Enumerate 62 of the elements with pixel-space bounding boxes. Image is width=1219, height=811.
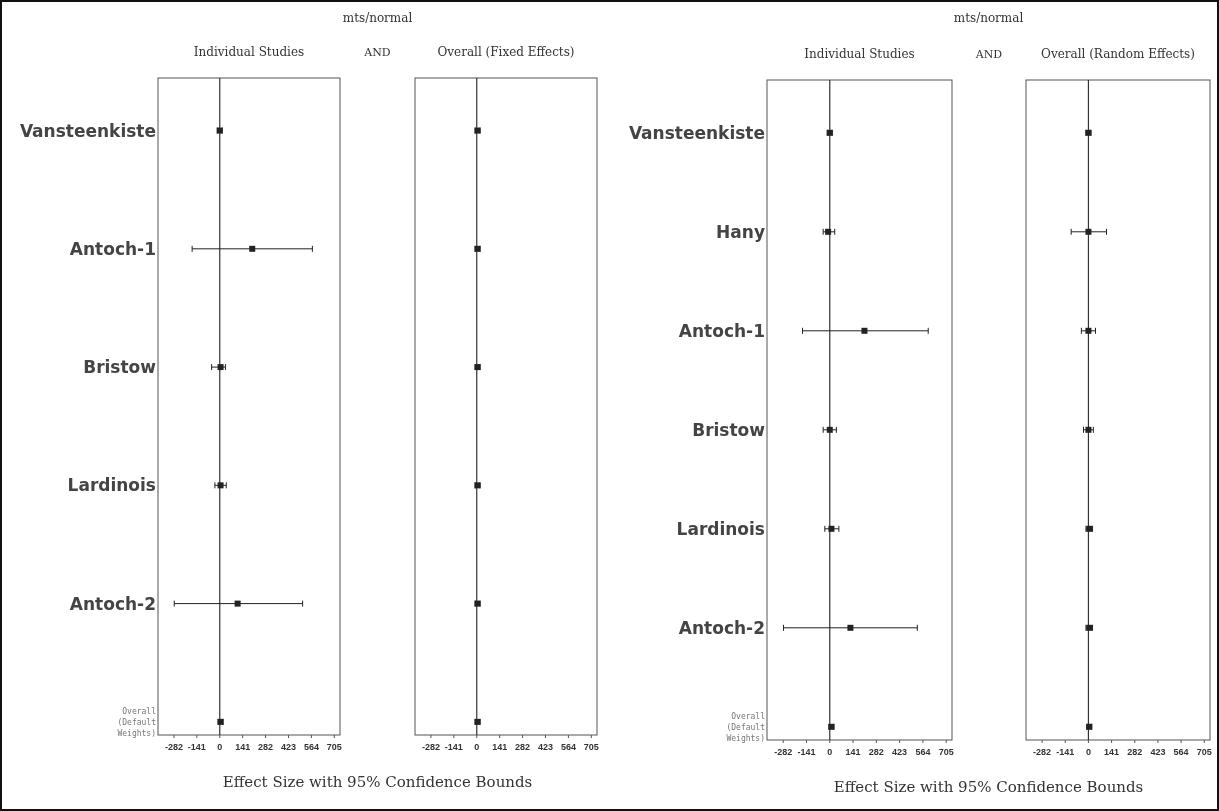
y-tick-label: Bristow (692, 419, 766, 440)
y-tick-label: Antoch-1 (69, 238, 156, 259)
y-tick-label: Overall (Default Weights) (117, 706, 157, 738)
x-tick-label: -282 (1033, 747, 1052, 757)
x-tick-label: 423 (280, 742, 296, 752)
point (826, 426, 833, 433)
x-tick-label: 423 (892, 747, 908, 757)
point (249, 245, 256, 252)
x-tick-label: -282 (774, 747, 793, 757)
x-tick-label: -282 (421, 742, 440, 752)
y-tick-label: Bristow (83, 357, 157, 378)
x-tick-label: 282 (1127, 747, 1143, 757)
y-tick-label: Lardinois (676, 518, 765, 539)
x-tick-label: -141 (444, 742, 463, 752)
text: mts/normal (342, 11, 413, 25)
y-tick-label: Vansteenkiste (19, 120, 156, 141)
x-tick-label: 0 (474, 742, 480, 752)
x-tick-label: 0 (827, 747, 833, 757)
x-tick-label: 282 (515, 742, 531, 752)
x-tick-label: 564 (560, 742, 576, 752)
x-tick-label: 282 (258, 742, 274, 752)
x-tick-label: 141 (235, 742, 251, 752)
chart-title: Individual Studies (193, 45, 305, 59)
x-tick-label: 564 (1173, 747, 1189, 757)
y-tick-label: Antoch-1 (678, 320, 765, 341)
point (847, 624, 854, 631)
point (825, 228, 832, 235)
x-tick-label: 564 (915, 747, 931, 757)
x-tick-label: 423 (537, 742, 553, 752)
x-tick-label: 705 (1196, 747, 1212, 757)
y-tick-label: Lardinois (67, 475, 156, 496)
chart-title: Overall (Random Effects) (1041, 47, 1195, 61)
point (234, 600, 241, 607)
y-tick-label: Overall (Default Weights) (726, 711, 766, 743)
x-tick-label: -141 (187, 742, 206, 752)
x-tick-label: -282 (164, 742, 183, 752)
x-tick-label: 705 (583, 742, 599, 752)
y-tick-label: Antoch-2 (69, 593, 156, 614)
x-tick-label: 0 (217, 742, 223, 752)
chart-title: Overall (Fixed Effects) (437, 45, 575, 59)
point (828, 525, 835, 532)
x-tick-label: 0 (1085, 747, 1091, 757)
x-tick-label: 141 (1104, 747, 1120, 757)
x-tick-label: -141 (797, 747, 816, 757)
x-tick-label: 141 (845, 747, 861, 757)
y-tick-label: Antoch-2 (678, 617, 765, 638)
text: mts/normal (953, 11, 1024, 25)
point (861, 327, 868, 334)
x-tick-label: 705 (326, 742, 342, 752)
x-tick-label: 564 (303, 742, 319, 752)
x-axis-title: Effect Size with 95% Confidence Bounds (833, 778, 1144, 796)
x-tick-label: -141 (1056, 747, 1075, 757)
x-tick-label: 423 (1150, 747, 1166, 757)
x-tick-label: 141 (492, 742, 508, 752)
y-tick-label: Vansteenkiste (628, 122, 765, 143)
chart-title: Individual Studies (804, 47, 915, 61)
x-tick-label: 282 (868, 747, 884, 757)
text: AND (363, 46, 391, 59)
x-axis-title: Effect Size with 95% Confidence Bounds (222, 773, 533, 791)
y-tick-label: Hany (716, 221, 765, 242)
text: AND (974, 48, 1003, 61)
x-tick-label: 705 (938, 747, 954, 757)
